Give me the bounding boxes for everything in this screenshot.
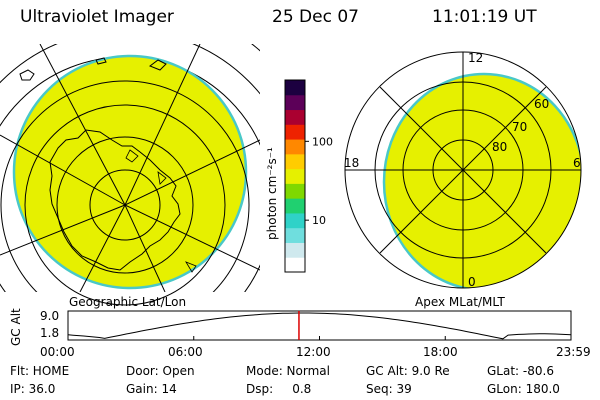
time-tick-label: 00:00: [40, 345, 75, 359]
left-panel-caption: Geographic Lat/Lon: [69, 295, 187, 309]
altitude-timeline: 9.0 1.8 GC Alt: [9, 308, 572, 346]
colorbar-stripe: [285, 212, 305, 229]
info-gc-alt: GC Alt: 9.0 Re: [366, 364, 450, 378]
time-label: 11:01:19 UT: [432, 7, 537, 27]
mlt-spokes: [345, 52, 581, 288]
geographic-map: [0, 44, 260, 306]
colorbar-stripe: [285, 80, 305, 96]
colorbar-stripe: [285, 94, 305, 111]
date-label: 25 Dec 07: [272, 7, 359, 27]
aurora-fill: [382, 72, 581, 288]
magnetic-plot: 12 18 6 0 60 70 80: [344, 51, 582, 289]
timeline-axis-label: GC Alt: [9, 308, 23, 346]
colorbar-stripe: [285, 198, 305, 214]
time-tick-label: 23:59: [556, 345, 591, 359]
coastline: [19, 57, 181, 271]
colorbar-stripe: [285, 124, 305, 140]
colorbar-stripe: [285, 168, 305, 184]
altitude-curve: [67, 312, 572, 340]
coastline: [125, 149, 197, 273]
mlat-label-70: 70: [512, 120, 527, 134]
info-dsp: Dsp: 0.8: [246, 382, 312, 396]
info-seq: Seq: 39: [366, 382, 412, 396]
info-mode: Mode: Normal: [246, 364, 330, 378]
time-tick-label: 12:00: [296, 345, 331, 359]
colorbar-tick-label: 10: [312, 214, 326, 227]
colorbar-stripe: [285, 109, 305, 125]
instrument-title: Ultraviolet Imager: [20, 7, 174, 27]
colorbar: 100 10 photon cm⁻²s⁻¹: [265, 79, 333, 273]
mlat-label-80: 80: [492, 140, 507, 154]
info-door: Door: Open: [126, 364, 195, 378]
aurora-fill: [12, 54, 248, 290]
colorbar-tick-label: 100: [312, 135, 333, 148]
mlt-label-6: 6: [573, 156, 581, 170]
colorbar-unit-label: photon cm⁻²s⁻¹: [265, 147, 279, 240]
timeline-ymin: 1.8: [40, 326, 59, 340]
info-gain: Gain: 14: [126, 382, 177, 396]
right-panel-caption: Apex MLat/MLT: [415, 295, 505, 309]
colorbar-stripe: [285, 183, 305, 199]
lat-circle: [89, 169, 161, 241]
time-tick-label: 18:00: [423, 345, 458, 359]
colorbar-stripe: [285, 227, 305, 243]
mlat-label-60: 60: [534, 97, 549, 111]
info-glon: GLon: 180.0: [487, 382, 560, 396]
colorbar-stripe: [285, 153, 305, 170]
lat-circle: [24, 104, 226, 306]
info-ip: IP: 36.0: [10, 382, 56, 396]
mlt-label-0: 0: [468, 275, 476, 289]
meridians: [0, 44, 260, 292]
time-tick-label: 06:00: [168, 345, 203, 359]
mlt-label-18: 18: [344, 156, 359, 170]
lat-circle: [56, 136, 194, 274]
colorbar-stripe: [285, 242, 305, 258]
info-glat: GLat: -80.6: [487, 364, 554, 378]
colorbar-stripe: [285, 257, 305, 273]
timeline-ymax: 9.0: [40, 309, 59, 323]
info-flight: Flt: HOME: [10, 364, 70, 378]
colorbar-stripe: [285, 139, 305, 155]
lat-circle: [0, 80, 250, 292]
mlt-label-12: 12: [468, 51, 483, 65]
